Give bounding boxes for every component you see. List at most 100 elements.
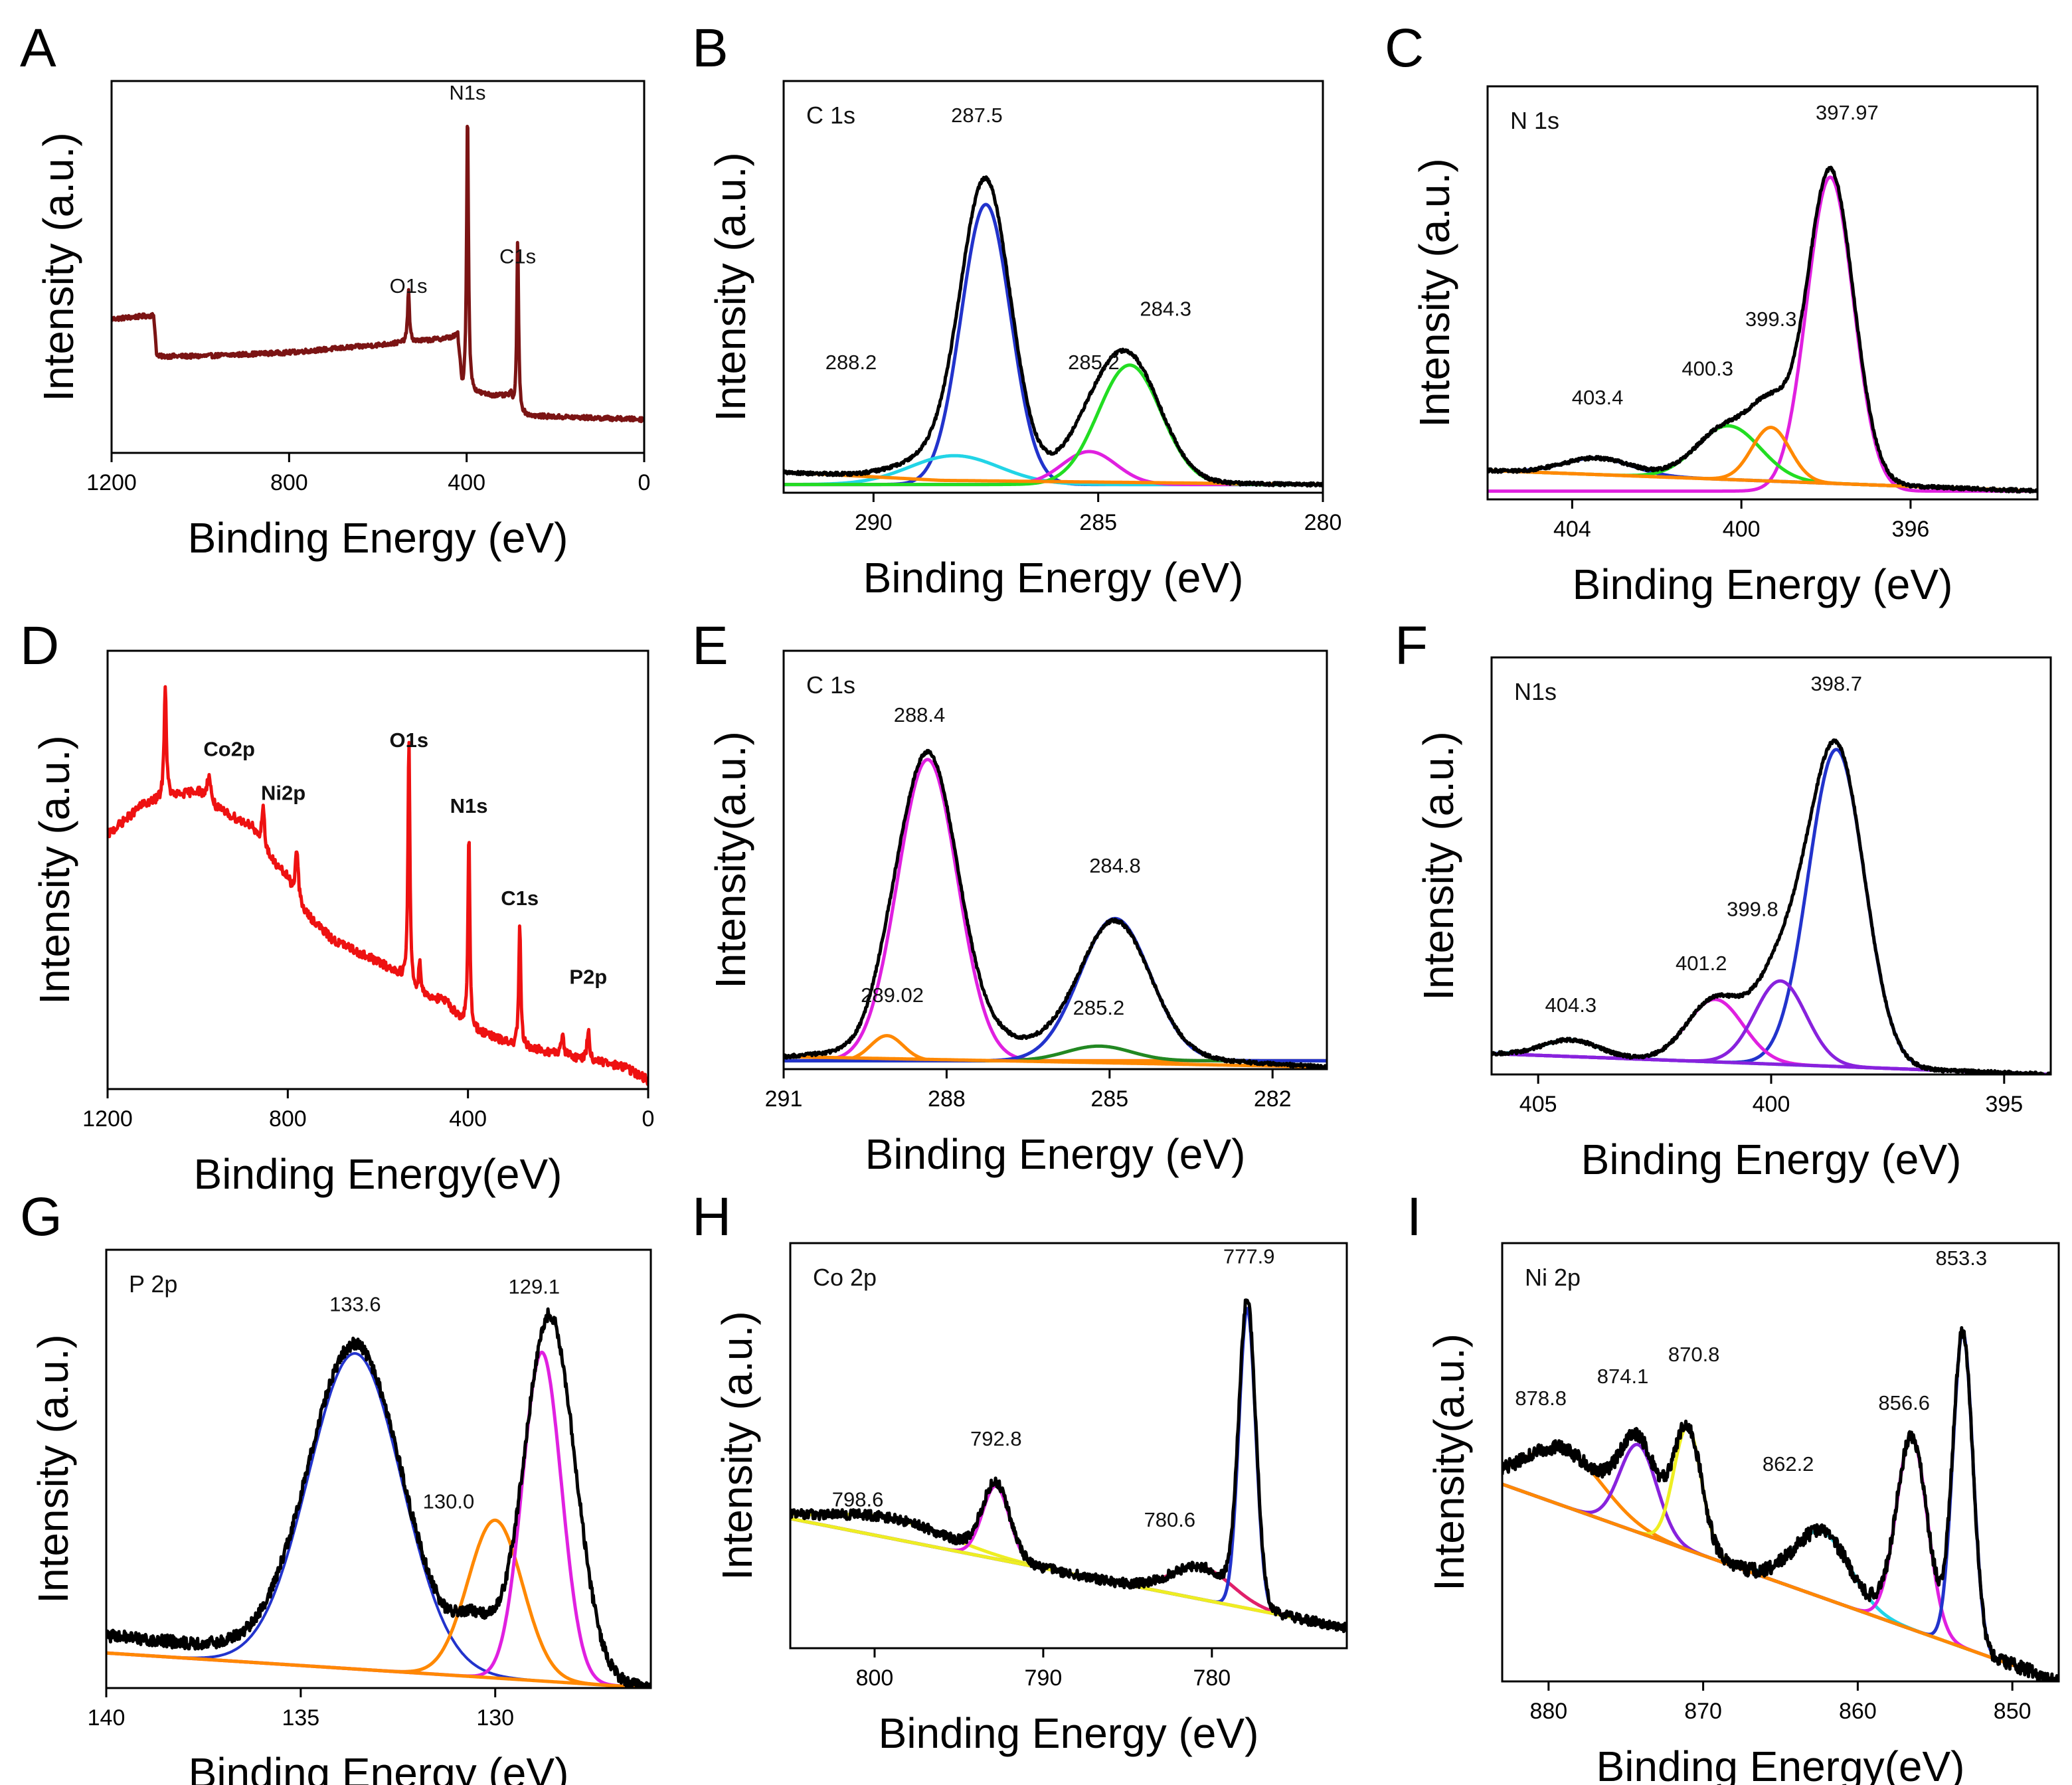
curves: [784, 748, 1327, 1069]
peak-label: 862.2: [1763, 1452, 1814, 1476]
x-tick-label: 285: [1090, 1086, 1128, 1112]
peak-label: 400.3: [1682, 357, 1733, 380]
panel-c: C 404 400 396 N 1s 397.97 403.4 400.3 399.3 Bindi…: [1385, 18, 2039, 608]
panel-e: E 291 288 285 282 C 1s 288.4 289.02 285.2 284.8 Bi…: [692, 616, 1328, 1178]
panel-letter: E: [692, 616, 729, 676]
peak-label: 399.8: [1727, 897, 1778, 920]
panel-f: F 405 400 395 N1s 398.7 404.3 401.2 399.8 Binding…: [1395, 616, 2052, 1183]
peak-label: 798.6: [832, 1488, 884, 1511]
peak-label: 404.3: [1545, 993, 1597, 1017]
peak-label: 285.2: [1068, 351, 1120, 374]
panel-letter: C: [1385, 18, 1424, 78]
x-tick-label: 130: [476, 1705, 514, 1731]
series-fit-287-5: [784, 203, 1323, 487]
y-axis-title: Intensity (a.u.): [1411, 158, 1458, 428]
x-tick-label: 140: [88, 1705, 126, 1731]
series-experimental: [784, 748, 1327, 1069]
peak-label: 856.6: [1878, 1391, 1930, 1414]
peak-label: P2p: [569, 966, 607, 989]
peak-label: 403.4: [1572, 386, 1624, 409]
x-tick-label: 870: [1684, 1699, 1722, 1724]
x-tick-label: 880: [1529, 1699, 1567, 1724]
series-fit-777-9: [790, 1307, 1347, 1630]
peak-label: 129.1: [508, 1275, 560, 1298]
panel-letter: D: [20, 616, 59, 676]
x-tick-label: 290: [855, 510, 893, 535]
peak-label: 130.0: [423, 1489, 475, 1513]
panel-title: P 2p: [129, 1270, 177, 1298]
peak-label: 397.97: [1816, 101, 1879, 124]
x-tick-label: 396: [1892, 517, 1930, 542]
peak-label: 133.6: [329, 1292, 381, 1316]
panel-title: Co 2p: [813, 1264, 877, 1291]
x-tick-label: 850: [1994, 1699, 2031, 1724]
x-tick-label: 790: [1025, 1665, 1063, 1691]
peak-label: 399.3: [1745, 307, 1797, 331]
plot-frame: [782, 649, 1328, 1070]
peak-label: 780.6: [1144, 1508, 1196, 1531]
peak-label: 284.8: [1089, 854, 1141, 877]
x-axis-title: Binding Energy (eV): [863, 554, 1244, 602]
x-tick-label: 800: [270, 470, 308, 495]
series-experimental: [106, 1307, 651, 1688]
x-tick-label: 395: [1985, 1092, 2023, 1117]
series-fit-284-3: [784, 363, 1323, 487]
x-tick-label: 400: [1723, 517, 1761, 542]
x-axis-title: Binding Energy (eV): [1581, 1136, 1962, 1183]
x-axis-title: Binding Energy(eV): [194, 1150, 562, 1198]
panel-h: H 800 790 780 Co 2p 777.9 792.8 798.6 780.6 Bindi…: [692, 1187, 1348, 1757]
panel-letter: I: [1407, 1187, 1422, 1247]
peak-label: 398.7: [1810, 672, 1862, 695]
panel-title: N1s: [1514, 678, 1557, 705]
series-background: [106, 1651, 651, 1688]
curves: [790, 1298, 1347, 1634]
y-axis-title: Intensity (a.u.): [713, 1311, 761, 1580]
x-axis-title: Binding Energy (eV): [1573, 560, 1953, 608]
series-experimental: [1492, 738, 2051, 1074]
y-axis-title: Intensity (a.u.): [35, 132, 82, 402]
x-axis-title: Binding Energy (eV): [189, 1749, 569, 1785]
peak-label: 777.9: [1223, 1245, 1275, 1268]
panel-title: C 1s: [806, 102, 855, 129]
peak-label: 878.8: [1515, 1387, 1567, 1410]
plot-frame: [1486, 85, 2039, 501]
series-experimental: [784, 175, 1323, 488]
x-axis-title: Binding Energy (eV): [879, 1709, 1259, 1757]
series-experimental: [1502, 1326, 2059, 1681]
series-survey: [108, 685, 648, 1086]
peak-label: Ni2p: [261, 781, 305, 804]
x-tick-label: 0: [638, 470, 651, 495]
peak-label: 870.8: [1668, 1343, 1720, 1366]
curves: [1492, 738, 2051, 1074]
panel-b: B 290 285 280 C 1s 287.5 288.2 285.2 284.3 Bindin…: [692, 18, 1341, 602]
panel-letter: H: [692, 1187, 731, 1247]
curves: [112, 124, 644, 424]
y-axis-title: Intensity(a.u.): [1425, 1333, 1473, 1591]
plot-frame: [789, 1242, 1348, 1650]
panel-letter: G: [20, 1187, 62, 1247]
plot-frame: [782, 80, 1324, 494]
y-axis-title: Intensity (a.u.): [707, 152, 754, 422]
curves: [1488, 165, 2037, 494]
x-tick-label: 400: [449, 1106, 487, 1132]
y-axis-title: Intensity (a.u.): [1415, 731, 1462, 1001]
peak-label: 288.2: [825, 351, 877, 374]
curves: [784, 175, 1323, 488]
series-survey: [112, 124, 644, 424]
peak-label: 289.02: [861, 983, 924, 1007]
panel-d: D 1200 800 400 0 Co2p Ni2p O1s N1s C1s P2p Binding …: [20, 616, 654, 1198]
y-axis-title: Intensity(a.u.): [707, 731, 754, 989]
plot-frame: [105, 1248, 652, 1689]
panel-letter: F: [1395, 616, 1428, 676]
x-tick-label: 400: [448, 470, 485, 495]
panel-i: I 880 870 860 850 Ni 2p 853.3 870.8 874.1 878.8 85…: [1407, 1187, 2060, 1785]
peak-label: 401.2: [1676, 952, 1727, 975]
x-axis-title: Binding Energy(eV): [1597, 1742, 1965, 1785]
panel-letter: B: [692, 18, 729, 78]
peak-label: O1s: [390, 274, 428, 298]
x-tick-label: 282: [1254, 1086, 1292, 1112]
peak-label: 285.2: [1073, 996, 1125, 1019]
panel-title: N 1s: [1510, 107, 1559, 134]
x-tick-label: 1200: [86, 470, 137, 495]
